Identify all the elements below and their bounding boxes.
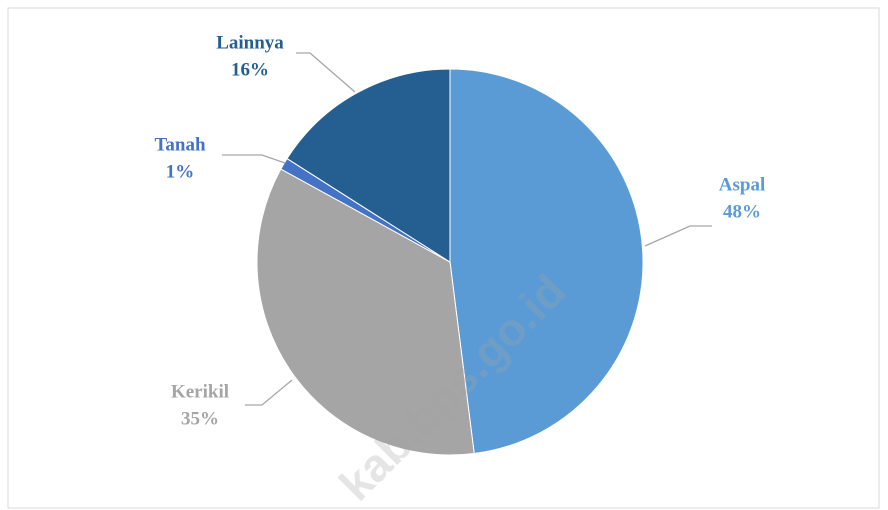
slice-name: Aspal: [719, 174, 765, 195]
leader-line: [222, 154, 286, 164]
pie-slice: [256, 168, 475, 456]
slice-label: 16%: [231, 59, 269, 80]
leader-line: [644, 225, 712, 247]
slice-label: 48%: [723, 201, 761, 222]
slice-label: 35%: [181, 408, 219, 429]
leader-line: [245, 379, 293, 406]
slice-name: Lainnya: [216, 32, 284, 53]
pie-slice: [286, 68, 451, 263]
leader-line: [296, 52, 356, 93]
pie-slice: [449, 68, 644, 455]
slice-name: Kerikil: [171, 381, 229, 402]
slice-name: Tanah: [154, 134, 205, 155]
slice-label: 1%: [166, 161, 195, 182]
